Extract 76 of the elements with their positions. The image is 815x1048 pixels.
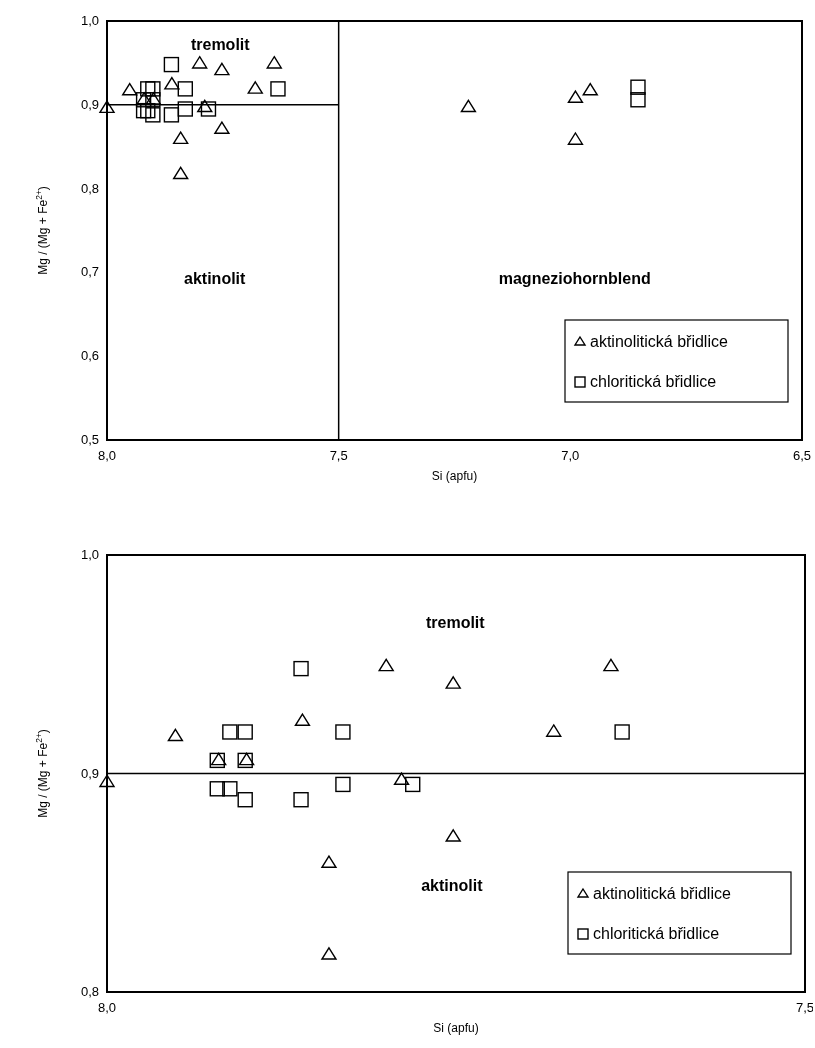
point [237, 792, 253, 808]
point [222, 781, 238, 797]
point [335, 724, 351, 740]
point [177, 81, 193, 97]
legend-label: chloritická břidlice [590, 373, 717, 390]
point [614, 724, 630, 740]
point [445, 676, 461, 689]
x-tick-label: 7,0 [561, 448, 580, 463]
point [293, 792, 309, 808]
point [630, 79, 646, 95]
y-tick-label: 0,8 [80, 984, 99, 999]
point [214, 121, 230, 134]
y-tick-label: 0,8 [80, 180, 99, 196]
point [135, 102, 152, 119]
point [582, 82, 598, 96]
annotation: aktinolit [421, 876, 484, 894]
point [200, 101, 217, 117]
point [214, 62, 230, 76]
y-tick-label: 0,5 [80, 432, 99, 447]
point [209, 781, 225, 797]
point [164, 76, 180, 90]
x-axis-title: Si (apfu) [431, 469, 478, 483]
point [172, 131, 189, 145]
point [405, 776, 421, 793]
point [335, 776, 351, 793]
x-axis-title: Si (apfu) [433, 1021, 479, 1035]
point [266, 56, 282, 69]
y-tick-label: 1,0 [80, 13, 99, 28]
y-tick-label: 0,6 [80, 348, 99, 364]
point [294, 713, 311, 726]
point [222, 724, 238, 740]
point [167, 728, 184, 742]
point [460, 99, 477, 113]
point [99, 100, 115, 114]
x-tick-label: 7,5 [329, 448, 348, 463]
point [630, 92, 646, 108]
point [145, 107, 161, 123]
point [247, 81, 263, 94]
point [293, 660, 309, 677]
annotation: tremolit [190, 36, 251, 54]
y-tick-label: 0,9 [80, 765, 99, 781]
point [321, 855, 337, 868]
y-tick-label: 1,0 [80, 547, 99, 562]
point [172, 166, 189, 180]
y-tick-label: 0,9 [80, 96, 99, 112]
point [270, 81, 286, 97]
point [145, 81, 161, 97]
annotation: magneziohornblend [498, 269, 651, 287]
point [99, 774, 115, 788]
point [191, 56, 208, 69]
point [140, 81, 156, 97]
x-tick-label: 8,0 [97, 448, 117, 463]
legend-label: aktinolitická břidlice [590, 333, 728, 350]
y-tick-label: 0,7 [80, 264, 99, 280]
point [321, 947, 337, 960]
point [603, 658, 619, 672]
point [163, 56, 180, 73]
point [237, 724, 253, 740]
point [177, 101, 193, 117]
point [445, 829, 461, 842]
point [197, 99, 213, 113]
point [567, 90, 584, 103]
x-tick-label: 7,5 [795, 1000, 815, 1015]
annotation: aktinolit [184, 269, 247, 287]
point [140, 102, 156, 119]
point [163, 107, 180, 123]
legend-label: chloritická břidlice [593, 925, 720, 942]
point [546, 724, 562, 737]
x-tick-label: 8,0 [97, 1000, 117, 1015]
legend-label: aktinolitická břidlice [593, 885, 731, 902]
x-tick-label: 6,5 [792, 448, 812, 463]
point [567, 132, 584, 145]
annotation: tremolit [425, 613, 486, 631]
point [122, 82, 138, 96]
point [393, 772, 410, 785]
point [378, 658, 394, 672]
